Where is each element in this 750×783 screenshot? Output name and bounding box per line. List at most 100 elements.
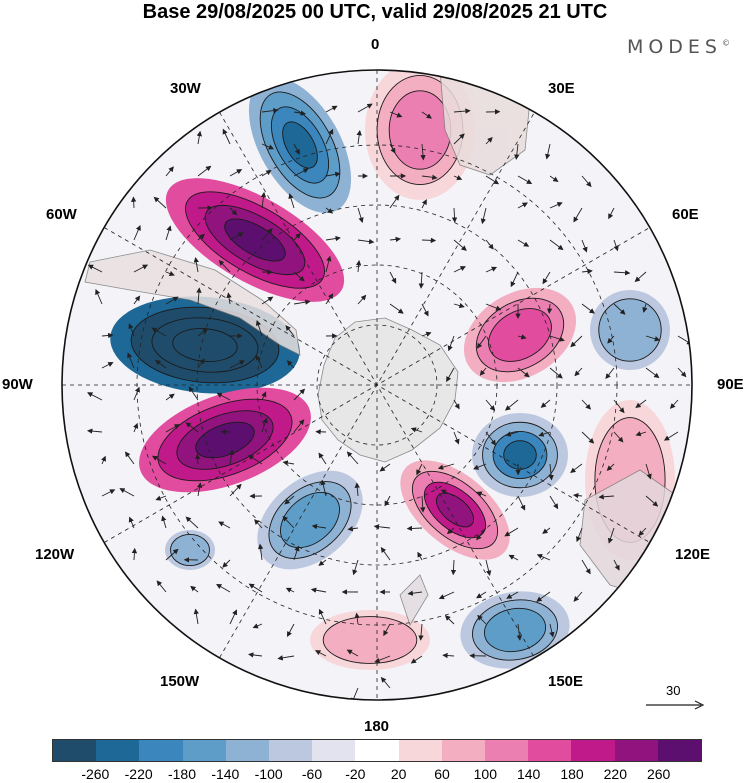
new-zealand: [399, 574, 429, 626]
wind-vector: [379, 463, 391, 472]
legend-swatch: [53, 740, 97, 761]
wind-vector: [128, 323, 135, 337]
wind-vector: [453, 175, 463, 180]
wind-vector: [128, 516, 135, 529]
wind-vector: [311, 523, 327, 530]
wind-vector: [545, 143, 551, 160]
wind-vector: [421, 303, 429, 317]
wind-vector: [293, 168, 309, 177]
wind-vector: [485, 239, 494, 250]
wind-vector: [642, 303, 648, 313]
wind-vector: [540, 399, 551, 408]
wind-vector: [197, 358, 205, 369]
wind-vector: [508, 554, 519, 561]
wind-vector: [605, 367, 615, 380]
wind-vector: [480, 207, 487, 225]
wind-vector: [453, 108, 471, 114]
wind-vector: [165, 296, 179, 305]
wind-vector: [380, 676, 391, 689]
wind-vector: [155, 359, 167, 369]
wind-vector: [517, 367, 530, 378]
wind-vector: [380, 547, 391, 561]
wind-vector: [410, 655, 423, 664]
wind-vector: [357, 294, 367, 305]
wind-vector: [196, 482, 203, 497]
wind-vector: [442, 652, 455, 659]
wind-vector: [101, 489, 116, 497]
wind-vector: [193, 608, 199, 625]
wind-vector: [581, 559, 591, 575]
wind-vector: [453, 399, 460, 410]
wind-vector: [635, 399, 647, 409]
wind-vector: [645, 367, 660, 379]
wind-vector: [284, 495, 295, 505]
wind-vector: [389, 236, 402, 243]
wind-vector: [318, 608, 327, 625]
legend-swatch: [398, 740, 442, 761]
wind-vector: [218, 260, 231, 273]
latitude-circle: [196, 204, 558, 566]
wind-vector: [124, 451, 135, 465]
wind-vector: [255, 354, 263, 369]
wind-vector: [260, 191, 267, 209]
wind-vector: [87, 392, 103, 401]
wind-vector: [229, 609, 238, 625]
legend-tick: 20: [390, 766, 407, 782]
wind-vector: [151, 455, 167, 465]
wind-vector: [196, 130, 203, 145]
wind-vector: [485, 399, 496, 411]
wind-vector: [101, 455, 106, 465]
wind-vector: [197, 328, 209, 337]
wind-vector: [613, 399, 625, 414]
wind-vector: [504, 527, 519, 537]
wind-vector: [318, 559, 327, 566]
wind-vector: [310, 587, 327, 593]
wind-vector: [634, 271, 647, 283]
wind-vector: [374, 655, 391, 663]
wind-vector: [477, 614, 487, 625]
wind-vector: [574, 367, 583, 377]
wind-vector: [153, 196, 167, 209]
wind-vector: [549, 623, 555, 638]
wind-vector: [607, 527, 615, 544]
wind-vector: [383, 623, 391, 637]
wind-vector: [188, 386, 199, 401]
wind-vector: [514, 143, 520, 160]
wind-vector: [325, 207, 334, 214]
legend-tick: -20: [345, 766, 366, 782]
legend-tick: 60: [434, 766, 450, 782]
wind-vector: [261, 391, 267, 401]
wind-vector: [229, 169, 243, 177]
wind-vector: [133, 295, 141, 305]
wind-vector: [351, 687, 359, 700]
wind-vector: [549, 495, 559, 510]
wind-vector: [165, 166, 174, 177]
anomaly-contour: [224, 218, 286, 262]
wind-vector: [261, 143, 275, 150]
wind-vector: [479, 367, 487, 376]
wind-vector: [446, 527, 455, 535]
wind-vector: [645, 463, 652, 480]
wind-vector: [354, 482, 360, 497]
anomaly-contour: [488, 308, 552, 362]
label-120w: 120W: [35, 546, 75, 563]
wind-vector: [229, 207, 238, 216]
wind-vector: [485, 303, 502, 311]
legend-tick: 220: [603, 766, 628, 782]
wind-vector: [325, 128, 334, 145]
wind-vector: [86, 428, 103, 434]
wind-vector: [355, 259, 362, 273]
wind-vector: [216, 583, 231, 593]
wind-vector: [315, 650, 327, 657]
wind-vector: [293, 419, 305, 433]
wind-vector: [356, 129, 362, 145]
wind-vector: [517, 334, 527, 340]
wind-vector: [581, 239, 588, 253]
legend-tick: 100: [473, 766, 498, 782]
wind-vector: [193, 256, 199, 273]
label-30e: 30E: [548, 80, 575, 97]
label-30w: 30W: [170, 80, 201, 97]
wind-vector: [581, 303, 595, 314]
wind-vector: [87, 264, 103, 273]
